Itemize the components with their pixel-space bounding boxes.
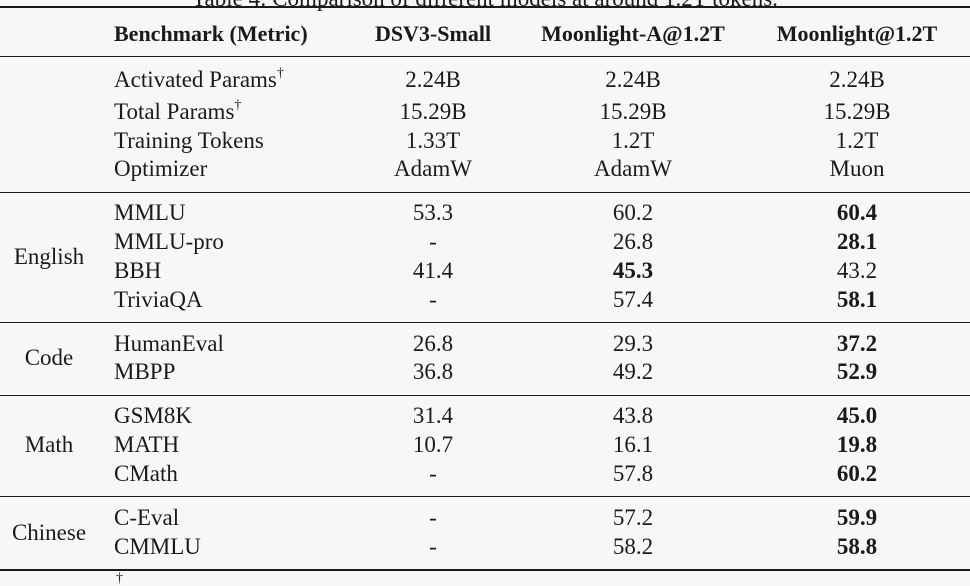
benchmark-score: - bbox=[429, 461, 437, 486]
group-label-chinese: Chinese bbox=[11, 519, 87, 545]
info-row-value: 2.24B bbox=[405, 67, 461, 92]
header-moonlight: Moonlight@1.2T bbox=[776, 21, 938, 46]
benchmark-score: 41.4 bbox=[412, 258, 454, 283]
header-dsv3-small: DSV3-Small bbox=[374, 21, 492, 46]
benchmark-score: 37.2 bbox=[836, 331, 878, 356]
benchmark-score: 58.1 bbox=[836, 287, 878, 312]
benchmark-score: 60.2 bbox=[612, 200, 654, 225]
benchmark-score: 28.1 bbox=[836, 229, 878, 254]
benchmark-score: 60.2 bbox=[836, 461, 878, 486]
benchmark-score: 43.2 bbox=[836, 258, 878, 283]
info-row-value: AdamW bbox=[594, 156, 672, 181]
info-row-value: AdamW bbox=[394, 156, 472, 181]
dagger-mark: † bbox=[276, 66, 284, 81]
section-rule bbox=[0, 496, 970, 497]
benchmark-score: 57.2 bbox=[612, 505, 654, 530]
benchmark-score: 57.4 bbox=[612, 287, 654, 312]
header-moonlight-a: Moonlight-A@1.2T bbox=[541, 21, 725, 46]
benchmark-label: TriviaQA bbox=[114, 287, 203, 312]
info-row-value: 1.2T bbox=[835, 128, 879, 153]
info-row-value: Muon bbox=[829, 156, 885, 181]
group-label-english: English bbox=[13, 243, 85, 269]
group-label-code: Code bbox=[24, 345, 74, 370]
benchmark-score: 26.8 bbox=[412, 331, 454, 356]
benchmark-score: 45.0 bbox=[836, 403, 878, 428]
benchmark-score: 52.9 bbox=[836, 359, 878, 384]
benchmark-score: 36.8 bbox=[412, 359, 454, 384]
section-rule bbox=[0, 192, 970, 193]
info-row-value: 2.24B bbox=[829, 67, 885, 92]
benchmark-score: 60.4 bbox=[836, 200, 878, 225]
benchmark-score: - bbox=[429, 505, 437, 530]
benchmark-score: 16.1 bbox=[612, 432, 654, 457]
benchmark-score: 59.9 bbox=[836, 505, 878, 530]
benchmark-score: 58.2 bbox=[612, 534, 654, 559]
section-rule bbox=[0, 322, 970, 323]
benchmark-score: 29.3 bbox=[612, 331, 654, 356]
bottom-rule bbox=[0, 569, 970, 571]
info-row-label: Training Tokens bbox=[114, 128, 264, 153]
benchmark-label: MATH bbox=[114, 432, 180, 457]
benchmark-score: - bbox=[429, 229, 437, 254]
benchmark-score: 43.8 bbox=[612, 403, 654, 428]
benchmark-label: MMLU bbox=[114, 200, 186, 225]
header-rule bbox=[0, 56, 970, 57]
info-row-value: 1.2T bbox=[611, 128, 655, 153]
benchmark-label: HumanEval bbox=[114, 331, 224, 356]
info-row-value: 15.29B bbox=[823, 99, 891, 124]
section-rule bbox=[0, 395, 970, 396]
benchmark-label: CMMLU bbox=[114, 534, 201, 559]
benchmark-score: 58.8 bbox=[836, 534, 878, 559]
dagger-mark: † bbox=[234, 98, 242, 113]
header-benchmark: Benchmark (Metric) bbox=[114, 21, 308, 46]
info-row-value: 2.24B bbox=[605, 67, 661, 92]
benchmark-score: - bbox=[429, 287, 437, 312]
benchmark-score: 49.2 bbox=[612, 359, 654, 384]
info-row-value: 1.33T bbox=[405, 128, 461, 153]
info-row-value: 15.29B bbox=[599, 99, 667, 124]
benchmark-score: 19.8 bbox=[836, 432, 878, 457]
benchmark-score: 31.4 bbox=[412, 403, 454, 428]
table-caption: Table 4: Comparison of different models … bbox=[0, 0, 970, 12]
top-rule bbox=[0, 6, 970, 8]
footnote-mark: † bbox=[116, 571, 123, 586]
info-row-label: Activated Params† bbox=[114, 66, 284, 93]
benchmark-label: MBPP bbox=[114, 359, 176, 384]
benchmark-score: - bbox=[429, 534, 437, 559]
info-row-label: Total Params† bbox=[114, 98, 242, 125]
benchmark-score: 10.7 bbox=[412, 432, 454, 457]
benchmark-score: 53.3 bbox=[412, 200, 454, 225]
benchmark-label: BBH bbox=[114, 258, 162, 283]
benchmark-score: 45.3 bbox=[612, 258, 654, 283]
benchmark-score: 26.8 bbox=[612, 229, 654, 254]
info-row-label: Optimizer bbox=[114, 156, 208, 181]
benchmark-label: CMath bbox=[114, 461, 178, 486]
info-row-value: 15.29B bbox=[399, 99, 467, 124]
benchmark-label: MMLU-pro bbox=[114, 229, 224, 254]
benchmark-label: GSM8K bbox=[114, 403, 192, 428]
benchmark-label: C-Eval bbox=[114, 505, 180, 530]
group-label-math: Math bbox=[24, 432, 74, 457]
benchmark-score: 57.8 bbox=[612, 461, 654, 486]
